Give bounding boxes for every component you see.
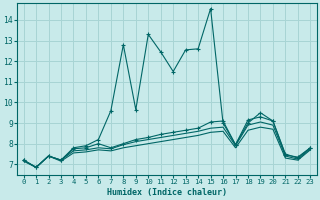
- X-axis label: Humidex (Indice chaleur): Humidex (Indice chaleur): [107, 188, 227, 197]
